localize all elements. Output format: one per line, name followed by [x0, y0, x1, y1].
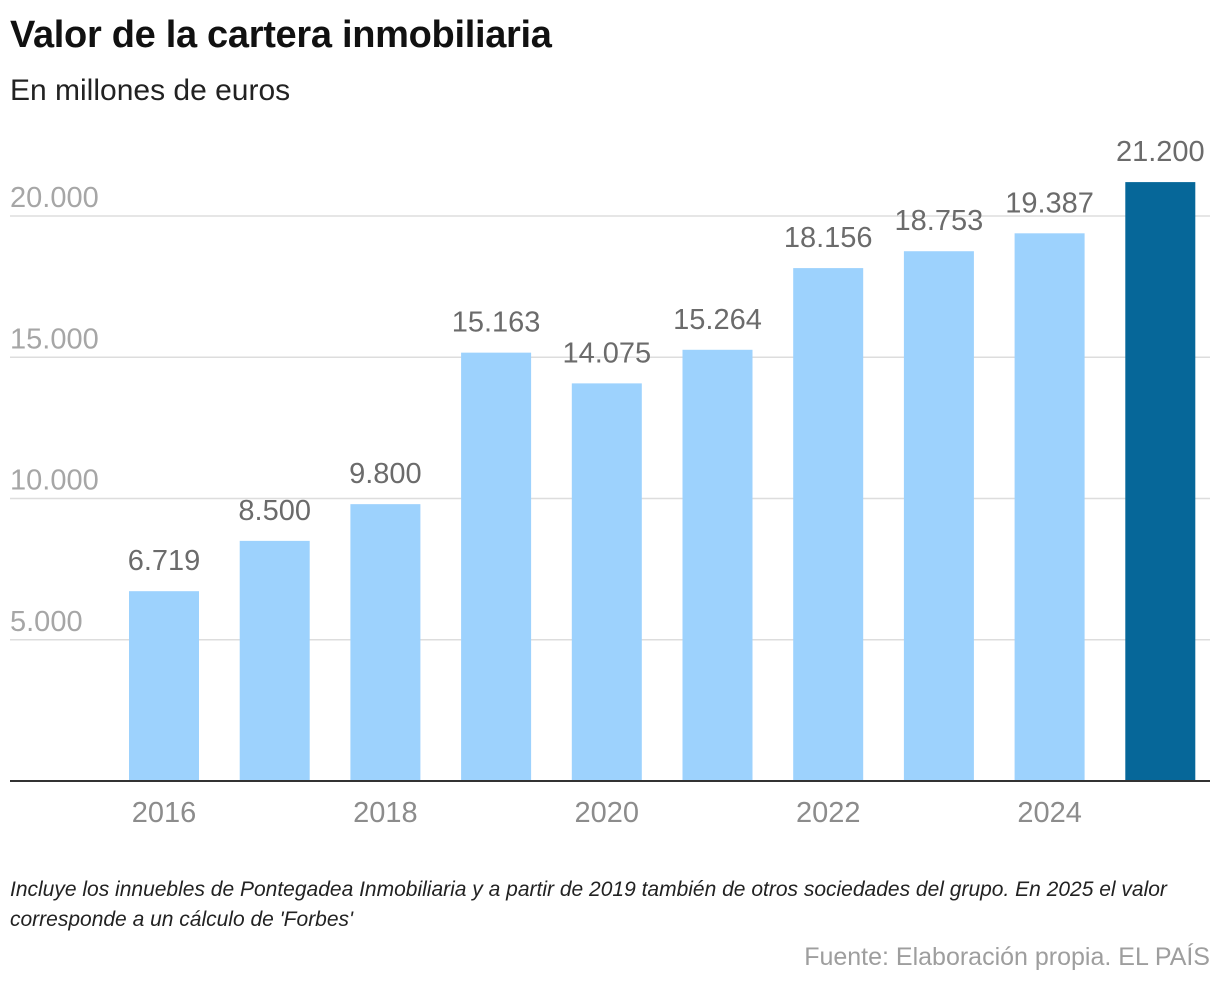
y-tick-label: 15.000	[10, 323, 99, 355]
bar-chart: 5.000 10.000 15.000 20.000 6.719 2016 8.500 9.8…	[10, 136, 1210, 829]
x-tick-label: 2024	[1017, 797, 1082, 829]
x-tick-label: 2022	[796, 797, 861, 829]
x-tick-label: 2016	[132, 797, 197, 829]
bar	[903, 251, 974, 781]
bar	[461, 352, 532, 781]
bar	[239, 540, 310, 781]
bar-value-label: 18.156	[784, 222, 873, 254]
chart-footnote: Incluye los innuebles de Pontegadea Inmo…	[10, 878, 1167, 931]
bar-value-label: 6.719	[128, 545, 201, 577]
bar	[350, 504, 421, 781]
y-tick-label: 20.000	[10, 182, 99, 214]
bar-value-label: 8.500	[238, 495, 311, 527]
bar-value-label: 9.800	[349, 458, 422, 490]
y-tick-label: 5.000	[10, 606, 83, 638]
bar	[571, 383, 642, 781]
chart-subtitle: En millones de euros	[10, 74, 291, 107]
x-tick-label: 2020	[575, 797, 640, 829]
bar	[793, 268, 864, 781]
chart-source: Fuente: Elaboración propia. EL PAÍS	[804, 943, 1210, 971]
bar	[129, 591, 199, 781]
bar	[1014, 233, 1085, 781]
bar	[682, 349, 753, 781]
bar-value-label: 15.264	[673, 304, 762, 336]
bar-value-label: 19.387	[1005, 187, 1094, 219]
x-tick-label: 2018	[353, 797, 418, 829]
bar-value-label: 14.075	[562, 337, 651, 369]
y-tick-label: 10.000	[10, 465, 99, 497]
bar	[1125, 182, 1196, 782]
bar-value-label: 18.753	[895, 205, 984, 237]
bar-value-label: 21.200	[1116, 136, 1205, 168]
bar-value-label: 15.163	[452, 307, 541, 339]
chart-title: Valor de la cartera inmobiliaria	[10, 14, 552, 56]
